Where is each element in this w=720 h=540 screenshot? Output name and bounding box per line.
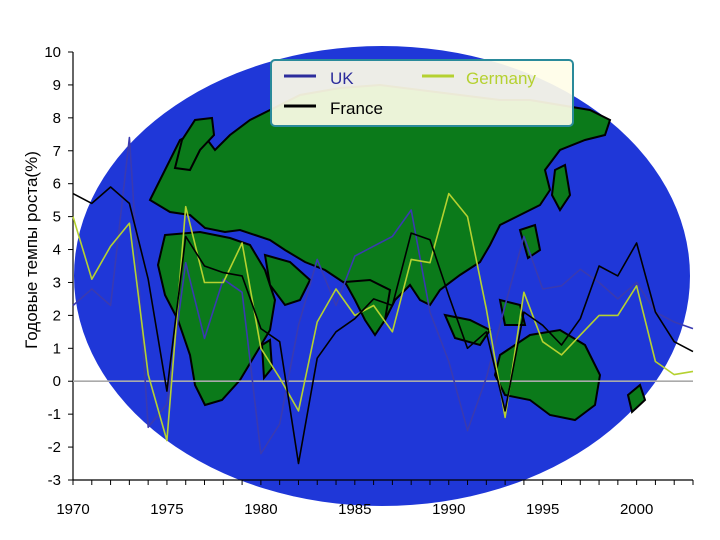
- legend-label-germany: Germany: [466, 69, 536, 88]
- x-tick-label: 2000: [620, 501, 653, 518]
- y-tick-label: 10: [44, 44, 61, 61]
- x-tick-label: 1980: [244, 501, 277, 518]
- y-tick-group: -3 -2 -1 0 1 2 3 4 5 6 7 8 9 10: [44, 44, 73, 489]
- series-line-germany: [72, 192, 694, 442]
- y-axis-label: Годовые темпы роста(%): [22, 151, 41, 349]
- legend: UK Germany France: [270, 59, 574, 127]
- series-line-france: [72, 186, 694, 465]
- x-tick-label: 1990: [432, 501, 465, 518]
- y-tick-label: 2: [53, 307, 61, 324]
- y-tick-label: -1: [48, 406, 61, 423]
- legend-label-france: France: [330, 99, 383, 118]
- y-tick-label: 5: [53, 209, 61, 226]
- legend-label-uk: UK: [330, 69, 354, 88]
- x-tick-label: 1995: [526, 501, 559, 518]
- x-tick-label: 1975: [150, 501, 183, 518]
- x-tick-group: 1970 1975 1980 1985 1990 1995 2000: [56, 480, 694, 518]
- x-tick-label: 1970: [56, 501, 89, 518]
- series-layer: [72, 136, 694, 465]
- x-tick-label: 1985: [338, 501, 371, 518]
- y-tick-label: 6: [53, 176, 61, 193]
- y-tick-label: 4: [53, 242, 61, 259]
- y-tick-label: 1: [53, 340, 61, 357]
- y-tick-label: 3: [53, 274, 61, 291]
- y-tick-label: 0: [53, 373, 61, 390]
- legend-box: [270, 59, 574, 127]
- y-tick-label: -3: [48, 472, 61, 489]
- y-tick-label: -2: [48, 439, 61, 456]
- y-tick-label: 8: [53, 110, 61, 127]
- y-tick-label: 7: [53, 143, 61, 160]
- world-globe-background: [74, 46, 690, 506]
- y-tick-label: 9: [53, 77, 61, 94]
